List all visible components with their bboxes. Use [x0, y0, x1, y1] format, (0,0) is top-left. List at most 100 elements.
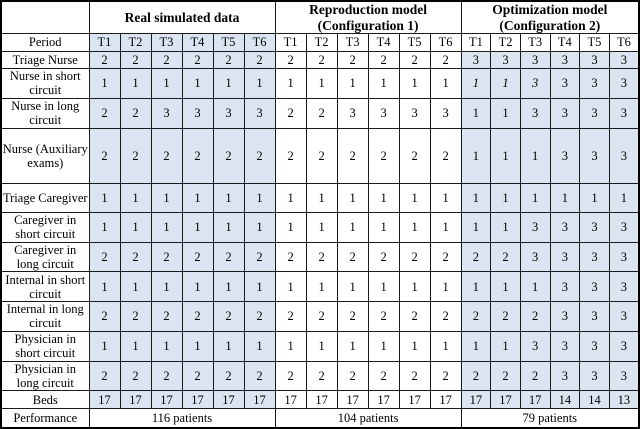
data-cell: 2 — [429, 127, 462, 185]
group-header-row: Real simulated data Reproduction model (… — [0, 0, 640, 35]
data-cell: 1 — [460, 211, 492, 243]
data-cell: 3 — [150, 97, 183, 129]
data-cell: 2 — [490, 241, 521, 273]
data-cell: 2 — [88, 97, 121, 129]
row-label: Caregiver in long circuit — [0, 241, 90, 273]
data-cell: 1 — [398, 67, 431, 99]
data-cell: 17 — [367, 390, 400, 409]
data-cell: 1 — [336, 67, 369, 99]
data-cell: 1 — [398, 271, 431, 303]
data-cell: 1 — [150, 67, 183, 99]
data-cell: 2 — [305, 360, 338, 392]
data-cell: 1 — [429, 183, 462, 213]
data-cell: 2 — [119, 127, 152, 185]
data-cell: 17 — [88, 390, 121, 409]
data-cell: 1 — [398, 330, 431, 362]
data-cell: 3 — [608, 50, 640, 69]
data-cell: 2 — [243, 127, 276, 185]
data-cell: 2 — [398, 50, 431, 69]
data-cell: 2 — [398, 360, 431, 392]
data-cell: 1 — [305, 330, 338, 362]
data-cell: 1 — [336, 330, 369, 362]
period-col-header: T5 — [212, 33, 245, 52]
row-label: Triage Nurse — [0, 50, 90, 69]
data-cell: 1 — [579, 183, 610, 213]
data-cell: 1 — [460, 183, 492, 213]
data-cell: 17 — [460, 390, 492, 409]
data-cell: 3 — [579, 127, 610, 185]
data-cell: 1 — [88, 183, 121, 213]
data-cell: 3 — [490, 50, 521, 69]
data-cell: 2 — [274, 127, 307, 185]
data-cell: 1 — [519, 271, 551, 303]
data-cell: 2 — [305, 301, 338, 332]
data-cell: 1 — [243, 271, 276, 303]
data-cell: 2 — [519, 360, 551, 392]
data-cell: 17 — [274, 390, 307, 409]
data-cell: 1 — [519, 183, 551, 213]
period-col-header: T2 — [490, 33, 521, 52]
data-cell: 1 — [274, 183, 307, 213]
data-cell: 2 — [367, 241, 400, 273]
data-cell: 1 — [181, 330, 214, 362]
data-cell: 17 — [150, 390, 183, 409]
corner-cell — [0, 0, 90, 35]
data-cell: 1 — [367, 271, 400, 303]
data-cell: 1 — [305, 211, 338, 243]
data-cell: 2 — [367, 360, 400, 392]
data-cell: 2 — [336, 50, 369, 69]
data-cell: 1 — [150, 183, 183, 213]
data-cell: 3 — [608, 241, 640, 273]
data-cell: 3 — [460, 50, 492, 69]
period-col-header: T6 — [608, 33, 640, 52]
data-cell: 1 — [490, 330, 521, 362]
period-col-header: T2 — [119, 33, 152, 52]
data-cell: 2 — [88, 301, 121, 332]
data-cell: 3 — [549, 67, 581, 99]
data-cell: 2 — [88, 50, 121, 69]
data-cell: 2 — [274, 301, 307, 332]
data-cell: 3 — [579, 330, 610, 362]
group-header-reproduction: Reproduction model (Configuration 1) — [274, 0, 462, 35]
data-cell: 1 — [274, 330, 307, 362]
data-cell: 3 — [579, 241, 610, 273]
data-cell: 2 — [336, 241, 369, 273]
data-cell: 2 — [243, 50, 276, 69]
data-cell: 3 — [519, 330, 551, 362]
data-cell: 1 — [150, 211, 183, 243]
data-cell: 2 — [519, 301, 551, 332]
table-row: Physician in long circuit 2 2 2 2 2 2 2 2 2 2 2 2 2 2 2… — [0, 360, 640, 392]
period-label: Period — [0, 33, 90, 52]
group-title: Real simulated data — [124, 9, 240, 25]
data-cell: 3 — [549, 241, 581, 273]
data-cell: 2 — [88, 241, 121, 273]
data-cell: 3 — [608, 211, 640, 243]
data-cell: 2 — [490, 301, 521, 332]
data-cell: 3 — [579, 211, 610, 243]
data-cell: 3 — [519, 97, 551, 129]
data-cell: 2 — [305, 241, 338, 273]
row-label: Physician in short circuit — [0, 330, 90, 362]
data-cell: 3 — [608, 127, 640, 185]
data-cell: 2 — [305, 127, 338, 185]
data-cell: 3 — [336, 97, 369, 129]
performance-label: Performance — [0, 407, 90, 429]
data-cell: 1 — [88, 211, 121, 243]
period-row: Period T1 T2 T3 T4 T5 T6 T1 T2 T3 T4 T5 T6 T1 T2 T3 T4 T5… — [0, 33, 640, 52]
data-cell: 3 — [367, 97, 400, 129]
data-cell: 2 — [274, 360, 307, 392]
data-cell: 2 — [181, 241, 214, 273]
data-cell: 2 — [119, 97, 152, 129]
data-cell: 17 — [429, 390, 462, 409]
data-cell: 2 — [460, 360, 492, 392]
data-cell: 1 — [460, 97, 492, 129]
period-col-header: T1 — [274, 33, 307, 52]
data-cell: 3 — [549, 127, 581, 185]
period-col-header: T4 — [367, 33, 400, 52]
data-cell: 1 — [398, 183, 431, 213]
data-cell: 1 — [336, 211, 369, 243]
data-cell: 2 — [243, 360, 276, 392]
data-cell: 3 — [579, 97, 610, 129]
group-header-optimization: Optimization model (Configuration 2) — [460, 0, 640, 35]
